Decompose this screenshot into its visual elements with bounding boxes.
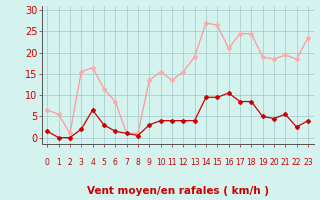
X-axis label: Vent moyen/en rafales ( km/h ): Vent moyen/en rafales ( km/h ) <box>87 186 268 196</box>
